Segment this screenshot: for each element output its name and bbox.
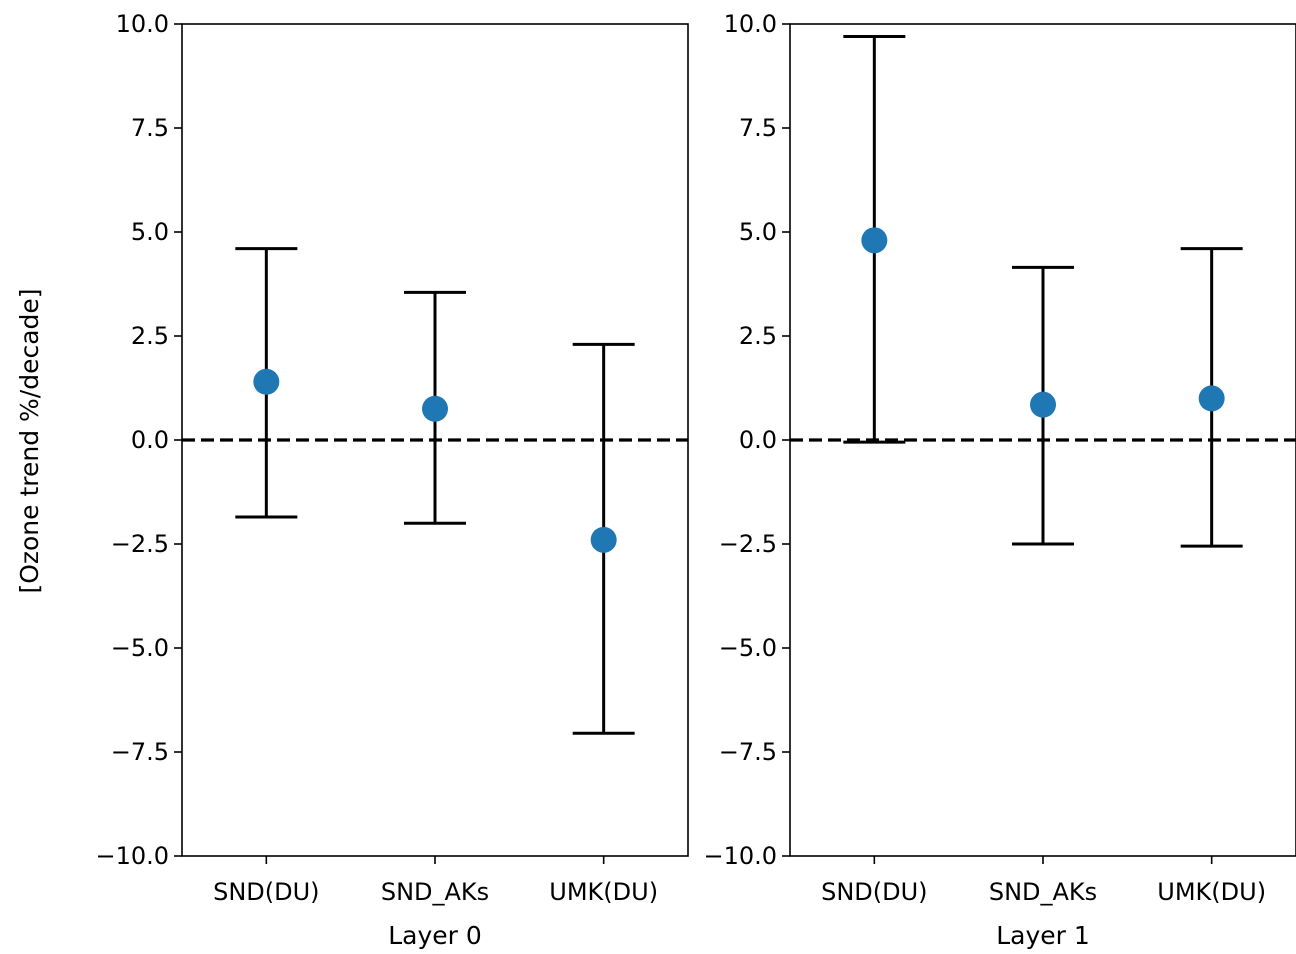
y-tick-label: 0.0 [739, 426, 777, 454]
data-point-marker [1030, 391, 1056, 418]
x-tick-label: UMK(DU) [549, 878, 658, 906]
y-tick-label: −10.0 [703, 842, 777, 870]
data-point-marker [861, 227, 888, 254]
y-tick-label: 10.0 [116, 10, 169, 38]
y-tick-label: 7.5 [739, 114, 777, 142]
y-tick-label: −5.0 [111, 634, 169, 662]
data-point-marker [253, 368, 280, 395]
y-tick-label: −7.5 [111, 738, 169, 766]
y-tick-label: −2.5 [111, 530, 169, 558]
y-tick-label: 2.5 [131, 322, 169, 350]
x-tick-label: SND_AKs [381, 878, 489, 906]
x-tick-label: SND(DU) [821, 878, 927, 906]
y-tick-label: −2.5 [719, 530, 777, 558]
x-tick-label: UMK(DU) [1157, 878, 1266, 906]
y-tick-label: 5.0 [131, 218, 169, 246]
y-tick-label: 5.0 [739, 218, 777, 246]
x-axis-label: Layer 0 [388, 921, 482, 950]
panel-layer-0: 10.0 7.5 5.0 2.5 0.0 −2.5 −5.0 −7.5 −10.0 SND(DU)… [95, 10, 689, 950]
data-point-marker [1198, 385, 1225, 412]
y-tick-label: 10.0 [724, 10, 777, 38]
y-tick-label: 7.5 [131, 114, 169, 142]
x-axis-label: Layer 1 [996, 921, 1090, 950]
data-point-marker [422, 395, 448, 422]
y-tick-label: −10.0 [95, 842, 169, 870]
y-tick-label: 0.0 [131, 426, 169, 454]
x-tick-label: SND_AKs [989, 878, 1097, 906]
data-point-marker [590, 526, 617, 553]
y-tick-label: −7.5 [719, 738, 777, 766]
x-tick-label: SND(DU) [213, 878, 319, 906]
y-tick-label: −5.0 [719, 634, 777, 662]
y-tick-label: 2.5 [739, 322, 777, 350]
panel-layer-1: 10.0 7.5 5.0 2.5 0.0 −2.5 −5.0 −7.5 −10.0 SND(DU)… [703, 10, 1296, 950]
y-axis-label: [Ozone trend %/decade] [15, 288, 44, 593]
